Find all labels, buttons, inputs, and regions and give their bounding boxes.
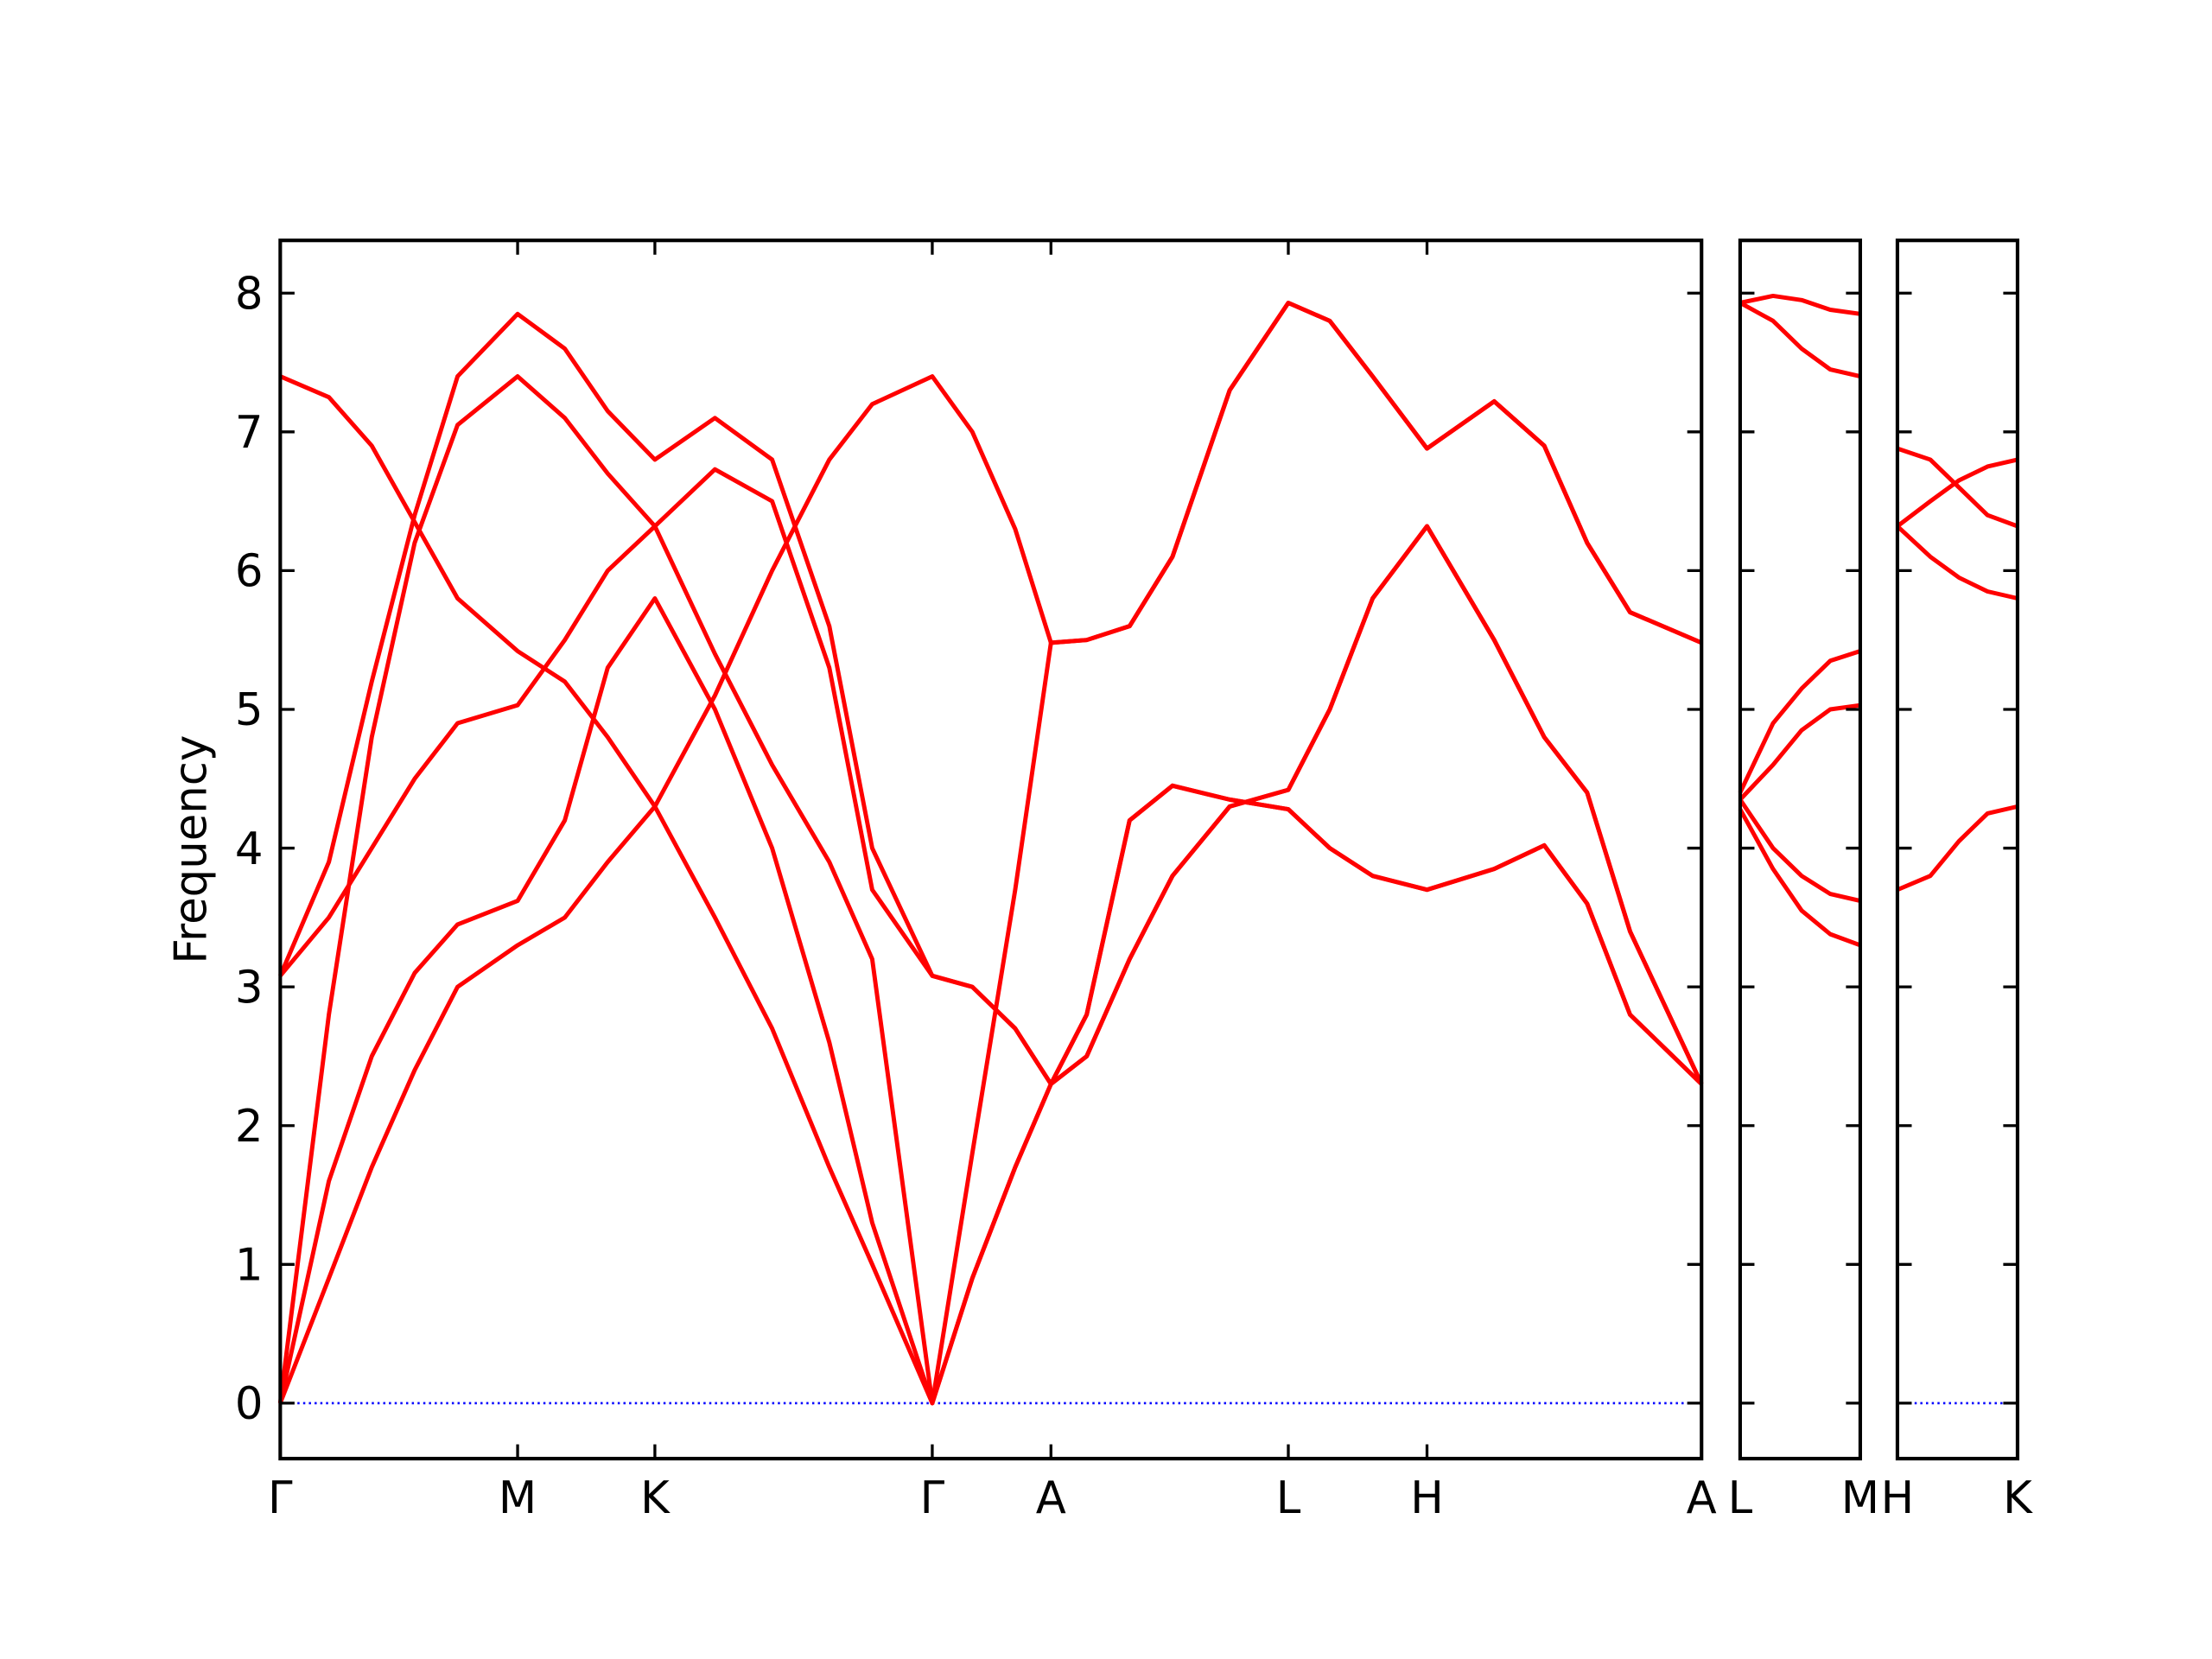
axes-frame [1738,238,1862,1461]
band-line [278,524,1703,1406]
band-line [1739,293,1861,316]
y-tick-label: 2 [235,1101,264,1153]
band-line [1738,808,1861,948]
y-tick-label: 1 [235,1240,264,1292]
y-tick-label: 8 [235,268,264,320]
band-line [1738,798,1861,903]
y-tick-label: 3 [235,962,264,1014]
band-line [1738,649,1861,794]
x-tick-label: A [1687,1472,1717,1524]
y-tick-label: 6 [235,546,264,598]
y-axis-label: Frequency [165,735,217,964]
band-line [1738,702,1861,802]
axes-frame [1895,238,2020,1461]
band-line [279,300,1703,1406]
band-line [1897,446,2018,529]
y-tick-label: 7 [235,407,264,459]
x-tick-label: L [1276,1472,1301,1524]
axes-frame [278,238,1704,1461]
band-line [1738,301,1861,379]
x-tick-label: A [1036,1472,1066,1524]
band-line [1896,524,2018,601]
x-tick-label: L [1728,1472,1753,1524]
x-tick-label: H [1410,1472,1444,1524]
x-tick-label: M [499,1472,537,1524]
x-tick-label: K [2003,1472,2033,1524]
x-tick-label: M [1841,1472,1879,1524]
y-tick-label: 4 [235,823,264,875]
band-line [278,311,1704,1087]
band-line [1896,804,2018,893]
band-line [1896,457,2018,528]
y-tick-label: 5 [235,684,264,736]
x-tick-label: K [640,1472,671,1524]
x-tick-label: Γ [920,1472,945,1524]
y-tick-label: 0 [235,1378,264,1430]
x-tick-label: H [1881,1472,1915,1524]
panel: 0 1 2 3 4 5 6 7 8 Γ M K Γ A L H A Frequency [165,238,1717,1524]
x-tick-label: Γ [268,1472,293,1524]
